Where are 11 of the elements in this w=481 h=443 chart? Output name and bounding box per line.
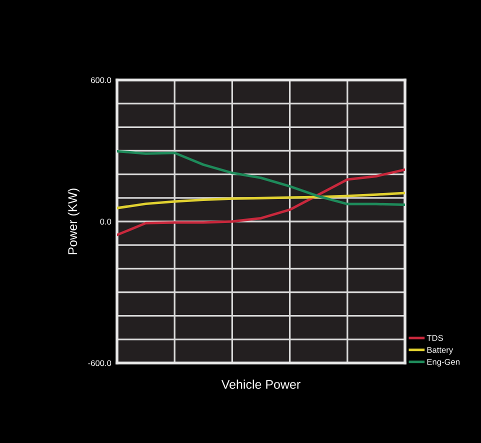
legend-label: TDS xyxy=(426,335,443,341)
y-tick-label: 0.0 xyxy=(100,218,112,225)
line-series xyxy=(117,150,405,206)
x-axis-title: Vehicle Power xyxy=(221,380,300,389)
legend-label: Eng-Gen xyxy=(427,358,460,366)
line-series xyxy=(117,168,405,236)
legend-label: Battery xyxy=(427,347,454,355)
line-series xyxy=(117,192,405,210)
y-axis-title: Power (KW) xyxy=(68,188,80,254)
y-tick-label: 600.0 xyxy=(91,77,112,84)
y-tick-label: -600.0 xyxy=(88,360,112,366)
